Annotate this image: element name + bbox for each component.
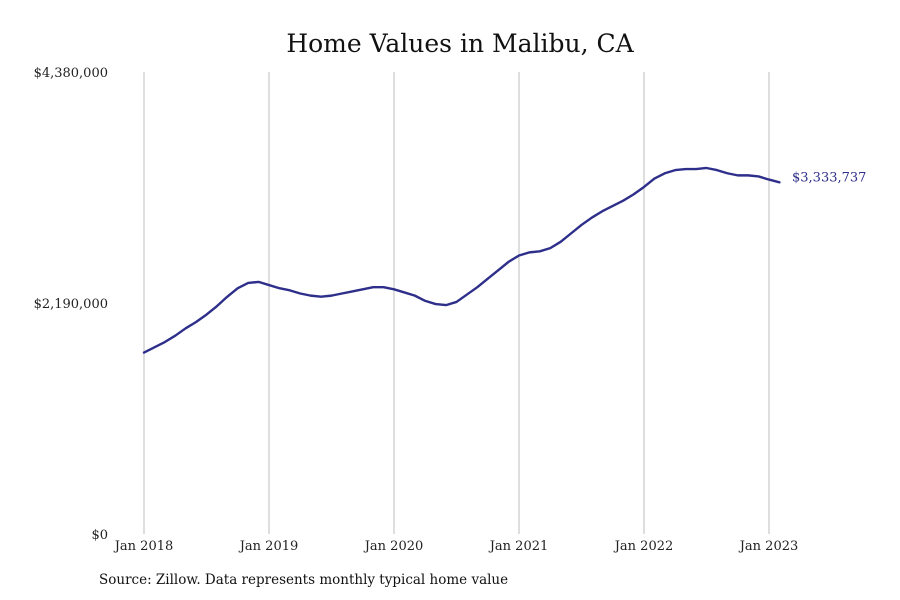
data-point <box>695 168 697 170</box>
y-tick-label: $2,190,000 <box>34 297 108 312</box>
x-tick-label: Jan 2018 <box>113 539 174 554</box>
data-point <box>622 199 624 201</box>
data-point <box>528 251 530 253</box>
data-point <box>320 295 322 297</box>
data-point <box>476 286 478 288</box>
data-point <box>737 174 739 176</box>
data-point <box>612 205 614 207</box>
data-point <box>382 286 384 288</box>
data-point <box>164 341 166 343</box>
data-point <box>559 241 561 243</box>
data-point <box>143 351 145 353</box>
data-point <box>153 346 155 348</box>
data-point <box>757 175 759 177</box>
data-point <box>632 193 634 195</box>
data-point <box>705 167 707 169</box>
data-point <box>507 261 509 263</box>
data-point <box>330 294 332 296</box>
x-tick-label: Jan 2019 <box>238 539 299 554</box>
data-point <box>497 269 499 271</box>
data-point <box>216 305 218 307</box>
source-note: Source: Zillow. Data represents monthly … <box>99 572 509 588</box>
data-point <box>591 216 593 218</box>
data-point <box>299 292 301 294</box>
data-point <box>205 313 207 315</box>
chart-title: Home Values in Malibu, CA <box>286 29 634 58</box>
data-point <box>643 186 645 188</box>
x-tick-label: Jan 2023 <box>738 539 799 554</box>
data-point <box>653 177 655 179</box>
data-point <box>226 295 228 297</box>
data-point <box>778 181 780 183</box>
data-point <box>309 294 311 296</box>
data-point <box>362 288 364 290</box>
data-point <box>278 287 280 289</box>
data-point <box>184 327 186 329</box>
data-point <box>351 290 353 292</box>
data-point <box>549 247 551 249</box>
data-point <box>768 178 770 180</box>
data-point <box>393 288 395 290</box>
data-point <box>247 282 249 284</box>
data-point <box>341 292 343 294</box>
data-point <box>580 224 582 226</box>
data-point <box>455 301 457 303</box>
data-point <box>747 174 749 176</box>
y-tick-label: $4,380,000 <box>34 66 108 81</box>
data-point <box>726 172 728 174</box>
data-point <box>487 278 489 280</box>
data-point <box>237 287 239 289</box>
data-point <box>372 286 374 288</box>
data-point <box>674 169 676 171</box>
data-point <box>570 232 572 234</box>
x-tick-label: Jan 2020 <box>363 539 424 554</box>
data-point <box>414 294 416 296</box>
x-gridlines <box>143 72 770 534</box>
y-tick-label: $0 <box>91 528 108 543</box>
data-point <box>424 300 426 302</box>
data-point <box>518 254 520 256</box>
data-point <box>174 335 176 337</box>
data-point <box>539 250 541 252</box>
y-axis-tick-labels: $0 $2,190,000 $4,380,000 <box>34 66 108 543</box>
x-tick-label: Jan 2021 <box>488 539 549 554</box>
data-point <box>445 304 447 306</box>
series-layer: $3,333,737 <box>142 166 866 354</box>
data-point <box>466 293 468 295</box>
data-point <box>434 303 436 305</box>
series-end-label: $3,333,737 <box>792 170 866 185</box>
data-point <box>664 172 666 174</box>
x-tick-label: Jan 2022 <box>613 539 674 554</box>
data-point <box>195 321 197 323</box>
data-point <box>403 291 405 293</box>
series-line <box>142 166 781 354</box>
data-point <box>601 210 603 212</box>
x-axis-tick-labels: Jan 2018 Jan 2019 Jan 2020 Jan 2021 Jan 2022… <box>113 539 799 554</box>
data-point <box>716 169 718 171</box>
data-point <box>289 289 291 291</box>
data-point <box>257 281 259 283</box>
data-point <box>684 168 686 170</box>
data-point <box>268 284 270 286</box>
